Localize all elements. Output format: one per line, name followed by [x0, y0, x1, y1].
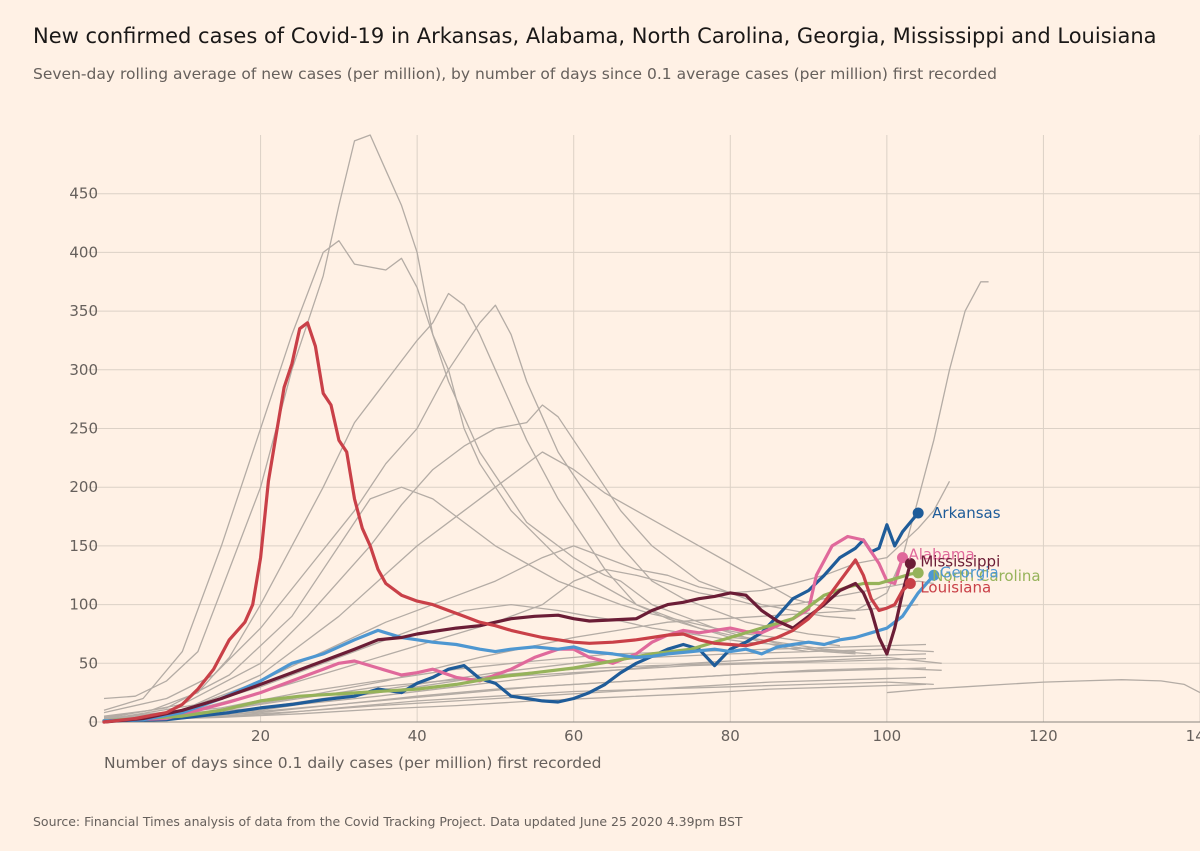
arkansas-end-marker	[912, 507, 924, 519]
georgia-label: Georgia	[940, 563, 999, 581]
x-tick-label: 80	[721, 727, 740, 745]
alabama-line	[102, 534, 905, 723]
background-state-line	[103, 304, 840, 714]
y-tick-label: 400	[69, 243, 98, 261]
x-tick-labels: 20 40 60 80 100 120 140	[251, 727, 1200, 745]
background-state-line	[103, 568, 934, 722]
background-state-line	[103, 404, 856, 720]
y-tick-label: 450	[69, 185, 98, 203]
chart-title: New confirmed cases of Covid-19 in Arkan…	[33, 24, 1157, 48]
background-state-line	[103, 292, 856, 717]
arkansas-label: Arkansas	[932, 504, 1001, 522]
source-note: Source: Financial Times analysis of data…	[33, 814, 743, 829]
background-state-line	[103, 281, 989, 721]
x-tick-label: 140	[1186, 727, 1200, 745]
alabama-end-marker	[897, 552, 909, 564]
background-state-line	[103, 681, 934, 722]
y-tick-label: 250	[69, 420, 98, 438]
mississippi-end-marker	[904, 558, 916, 570]
mississippi-label: Mississippi	[920, 553, 1000, 571]
background-state-line	[886, 679, 1200, 694]
y-tick-label: 200	[69, 478, 98, 496]
background-state-line	[103, 486, 840, 718]
y-tick-label: 300	[69, 361, 98, 379]
chart-subtitle: Seven-day rolling average of new cases (…	[33, 65, 998, 83]
grid-lines	[88, 135, 1200, 723]
georgia-end-marker	[928, 569, 940, 581]
y-tick-label: 350	[69, 302, 98, 320]
line-chart: 0 50 100 150 200 250 300 350 400 450 20 40 60 80 100 1…	[69, 134, 1200, 772]
background-state-line	[103, 676, 927, 722]
y-tick-label: 100	[69, 596, 98, 614]
georgia-line	[102, 573, 936, 723]
y-tick-label: 0	[88, 713, 98, 731]
x-tick-label: 100	[873, 727, 902, 745]
mississippi-line	[102, 561, 912, 724]
y-tick-label: 150	[69, 537, 98, 555]
y-tick-labels: 0 50 100 150 200 250 300 350 400 450	[69, 185, 98, 731]
north-carolina-label: North Carolina	[932, 567, 1040, 585]
background-series	[103, 134, 1200, 722]
background-state-line	[103, 643, 927, 721]
y-tick-label: 50	[79, 654, 98, 672]
background-state-line	[103, 667, 942, 722]
alabama-label: Alabama	[909, 546, 975, 564]
x-tick-label: 120	[1029, 727, 1058, 745]
louisiana-line	[102, 321, 912, 724]
background-state-line	[103, 134, 809, 700]
north-carolina-end-marker	[912, 567, 924, 579]
series-labels: Arkansas Alabama North CarolinaGeorgiaMiss…	[909, 504, 1041, 596]
x-tick-label: 20	[251, 727, 270, 745]
background-state-line	[103, 657, 927, 721]
louisiana-end-marker	[904, 577, 916, 589]
x-axis-label: Number of days since 0.1 daily cases (pe…	[104, 754, 601, 772]
louisiana-label: Louisiana	[920, 578, 991, 596]
highlighted-series	[102, 321, 940, 724]
x-tick-label: 40	[408, 727, 427, 745]
x-tick-label: 60	[564, 727, 583, 745]
background-state-line	[103, 480, 951, 721]
